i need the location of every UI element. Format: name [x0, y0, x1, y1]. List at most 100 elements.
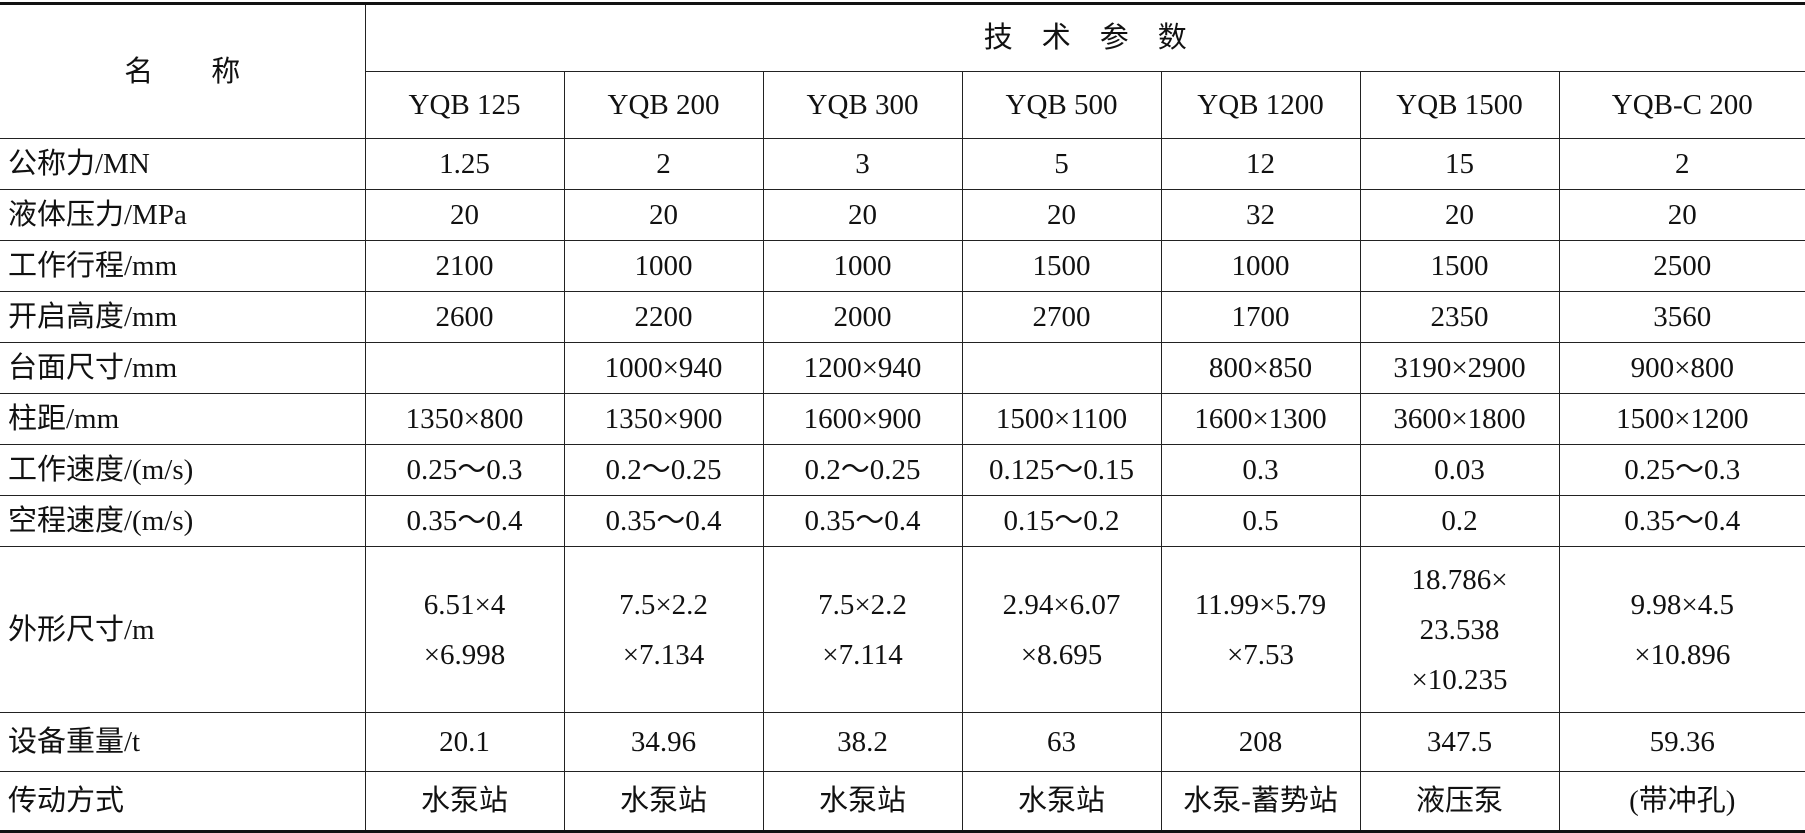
- cell: 20: [1359, 189, 1560, 241]
- data-row: 传动方式 水泵站 水泵站 水泵站 水泵站 水泵-蓄势站 液压泵 (带冲孔): [0, 771, 1805, 833]
- cell: 2.94×6.07 ×8.695: [961, 546, 1162, 713]
- cell: 水泵站: [364, 771, 565, 833]
- cell: 1600×900: [762, 393, 963, 445]
- cell: 0.2～0.25: [762, 444, 963, 496]
- cell: 15: [1359, 138, 1560, 190]
- cell: 0.2: [1359, 495, 1560, 547]
- cell: 20: [1558, 189, 1805, 241]
- model-header: YQB 300: [762, 71, 963, 139]
- cell: 液压泵: [1359, 771, 1560, 833]
- data-row: 开启高度/mm 2600 2200 2000 2700 1700 2350 3560: [0, 291, 1805, 343]
- cell: 0.35～0.4: [563, 495, 764, 547]
- data-row: 外形尺寸/m 6.51×4 ×6.998 7.5×2.2 ×7.134 7.5×2.2…: [0, 546, 1805, 713]
- cell: 3600×1800: [1359, 393, 1560, 445]
- cell: 59.36: [1558, 712, 1805, 772]
- cell: 0.35～0.4: [364, 495, 565, 547]
- cell: 208: [1160, 712, 1361, 772]
- cell: 20.1: [364, 712, 565, 772]
- cell: 900×800: [1558, 342, 1805, 394]
- cell: 3190×2900: [1359, 342, 1560, 394]
- model-row: YQB 125 YQB 200 YQB 300 YQB 500 YQB 1200 YQB …: [0, 71, 1805, 139]
- cell: 20: [563, 189, 764, 241]
- cell: 12: [1160, 138, 1361, 190]
- row-label: 柱距/mm: [0, 393, 366, 445]
- row-label: 工作速度/(m/s): [0, 444, 366, 496]
- row-label: 设备重量/t: [0, 712, 366, 772]
- cell: 1200×940: [762, 342, 963, 394]
- data-row: 工作速度/(m/s) 0.25～0.3 0.2～0.25 0.2～0.25 0.125～…: [0, 444, 1805, 496]
- empty-cell: [961, 342, 1162, 394]
- cell: 1500: [1359, 240, 1560, 292]
- row-label: 空程速度/(m/s): [0, 495, 366, 547]
- data-row: 公称力/MN 1.25 2 3 5 12 15 2: [0, 138, 1805, 190]
- cell: 1350×900: [563, 393, 764, 445]
- cell: 0.25～0.3: [1558, 444, 1805, 496]
- cell: 0.125～0.15: [961, 444, 1162, 496]
- cell: 800×850: [1160, 342, 1361, 394]
- cell: 3: [762, 138, 963, 190]
- cell: 63: [961, 712, 1162, 772]
- cell: 0.03: [1359, 444, 1560, 496]
- cell: 7.5×2.2 ×7.134: [563, 546, 764, 713]
- row-label: 公称力/MN: [0, 138, 366, 190]
- cell: 0.25～0.3: [364, 444, 565, 496]
- cell: 0.5: [1160, 495, 1361, 547]
- model-header: YQB 1200: [1160, 71, 1361, 139]
- cell: 水泵-蓄势站: [1160, 771, 1361, 833]
- row-label: 开启高度/mm: [0, 291, 366, 343]
- cell: 0.3: [1160, 444, 1361, 496]
- header-row: 名 称技 术 参 数: [0, 2, 1805, 139]
- cell: 20: [762, 189, 963, 241]
- cell: 20: [961, 189, 1162, 241]
- cell: 2500: [1558, 240, 1805, 292]
- cell: 0.2～0.25: [563, 444, 764, 496]
- cell: 2: [563, 138, 764, 190]
- cell: 1000: [762, 240, 963, 292]
- cell: 11.99×5.79 ×7.53: [1160, 546, 1361, 713]
- cell: 9.98×4.5 ×10.896: [1558, 546, 1805, 713]
- cell: 1500×1100: [961, 393, 1162, 445]
- data-row: 柱距/mm 1350×800 1350×900 1600×900 1500×1100 16…: [0, 393, 1805, 445]
- cell: 2100: [364, 240, 565, 292]
- cell: 1500×1200: [1558, 393, 1805, 445]
- cell: 2700: [961, 291, 1162, 343]
- cell: 32: [1160, 189, 1361, 241]
- cell: (带冲孔): [1558, 771, 1805, 833]
- cell: 1500: [961, 240, 1162, 292]
- cell: 18.786× 23.538 ×10.235: [1359, 546, 1560, 713]
- cell: 1600×1300: [1160, 393, 1361, 445]
- cell: 0.35～0.4: [1558, 495, 1805, 547]
- cell: 水泵站: [961, 771, 1162, 833]
- cell: 2: [1558, 138, 1805, 190]
- empty-cell: [364, 342, 565, 394]
- row-label: 外形尺寸/m: [0, 546, 366, 713]
- group-header: 技 术 参 数: [364, 2, 1805, 72]
- row-label: 工作行程/mm: [0, 240, 366, 292]
- cell: 0.35～0.4: [762, 495, 963, 547]
- cell: 347.5: [1359, 712, 1560, 772]
- cell: 2000: [762, 291, 963, 343]
- cell: 水泵站: [762, 771, 963, 833]
- cell: 0.15～0.2: [961, 495, 1162, 547]
- cell: 1350×800: [364, 393, 565, 445]
- model-header: YQB 1500: [1359, 71, 1560, 139]
- cell: 1000: [563, 240, 764, 292]
- row-label: 液体压力/MPa: [0, 189, 366, 241]
- cell: 20: [364, 189, 565, 241]
- row-label: 传动方式: [0, 771, 366, 833]
- data-row: 空程速度/(m/s) 0.35～0.4 0.35～0.4 0.35～0.4 0.15～0…: [0, 495, 1805, 547]
- cell: 1000×940: [563, 342, 764, 394]
- cell: 1.25: [364, 138, 565, 190]
- name-header: 名 称: [0, 2, 366, 139]
- cell: 7.5×2.2 ×7.114: [762, 546, 963, 713]
- model-header: YQB-C 200: [1558, 71, 1805, 139]
- cell: 2200: [563, 291, 764, 343]
- cell: 34.96: [563, 712, 764, 772]
- cell: 38.2: [762, 712, 963, 772]
- data-row: 工作行程/mm 2100 1000 1000 1500 1000 1500 2500: [0, 240, 1805, 292]
- cell: 6.51×4 ×6.998: [364, 546, 565, 713]
- model-header: YQB 200: [563, 71, 764, 139]
- cell: 2600: [364, 291, 565, 343]
- cell: 水泵站: [563, 771, 764, 833]
